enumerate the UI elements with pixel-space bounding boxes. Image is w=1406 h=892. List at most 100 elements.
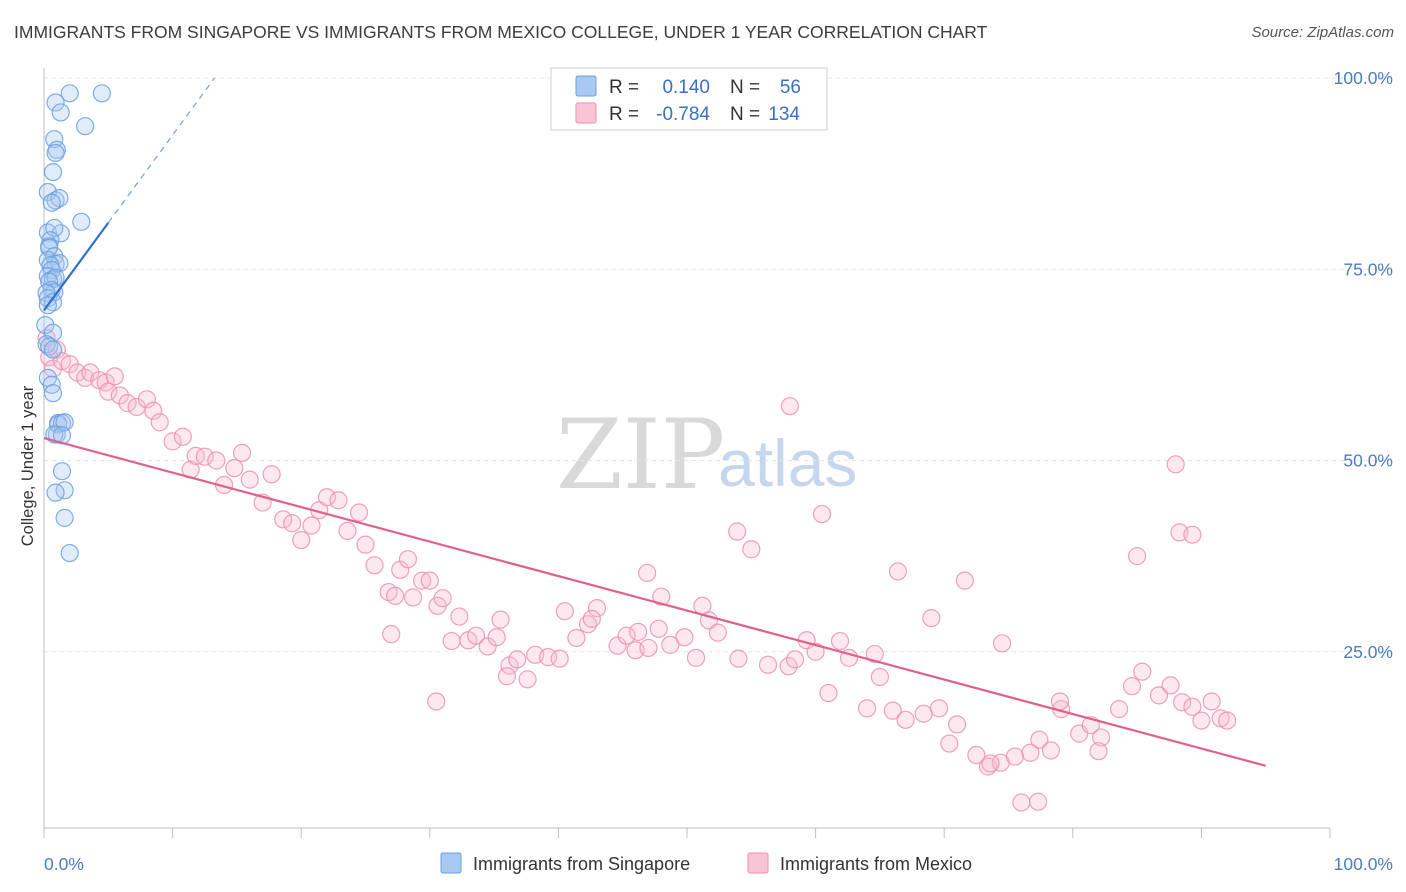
mexico-point [338, 521, 357, 540]
singapore-trend-extension [107, 77, 216, 224]
mexico-point [491, 610, 510, 629]
mexico-point [617, 626, 636, 645]
bottom-legend-label-mexico: Immigrants from Mexico [780, 854, 972, 874]
mexico-point [929, 699, 949, 718]
mexico-point [207, 451, 226, 470]
singapore-point [51, 103, 70, 122]
mexico-point [427, 692, 446, 711]
mexico-point [398, 550, 418, 569]
mexico-point [686, 648, 706, 667]
chart-title: IMMIGRANTS FROM SINGAPORE VS IMMIGRANTS … [14, 22, 988, 42]
mexico-point [1005, 747, 1025, 766]
mexico-point [1173, 693, 1192, 712]
mexico-point [1166, 455, 1185, 474]
mexico-point [888, 562, 908, 581]
mexico-point [144, 401, 163, 420]
mexico-point [638, 563, 657, 583]
mexico-point [758, 655, 778, 674]
legend-r-value-mexico: -0.784 [656, 104, 710, 125]
mexico-point [329, 491, 348, 510]
mexico-point [587, 599, 607, 618]
mexico-point [785, 650, 805, 669]
singapore-point [76, 117, 95, 136]
mexico-point [780, 397, 799, 416]
legend-swatch-mexico [575, 102, 597, 124]
mexico-point [661, 635, 680, 654]
bottom-legend-swatch-singapore [440, 852, 462, 874]
legend-n-value-mexico: 134 [768, 104, 800, 125]
mexico-point [118, 394, 137, 413]
mexico-point [629, 622, 648, 641]
mexico-point [385, 586, 405, 606]
mexico-point [302, 516, 321, 535]
gridlines [44, 77, 1393, 653]
mexico-point [1161, 676, 1180, 695]
mexico-point [433, 589, 452, 608]
singapore-point [52, 462, 72, 481]
legend-swatch-singapore [575, 75, 597, 97]
legend-box: R = 0.140 N = 56 R = -0.784 N = 134 [550, 67, 828, 131]
mexico-point [981, 754, 1000, 773]
watermark-atlas: atlas [718, 426, 857, 500]
mexico-point [317, 488, 337, 507]
mexico-point [99, 382, 118, 401]
x-tick-label-min: 0.0% [44, 854, 84, 874]
mexico-trend-line [43, 437, 1266, 767]
singapore-point [45, 130, 64, 149]
y-tick-label: 100.0% [1334, 68, 1393, 88]
mexico-point [110, 386, 129, 405]
singapore-point [46, 93, 65, 112]
mexico-point [1050, 692, 1070, 711]
mexico-point [857, 699, 877, 718]
legend-r-value-singapore: 0.140 [662, 77, 710, 98]
singapore-point [46, 483, 65, 502]
mexico-point [1012, 793, 1031, 812]
mexico-point [914, 704, 933, 723]
mexico-point [1218, 711, 1237, 730]
mexico-point [1109, 700, 1129, 719]
mexico-point [967, 745, 986, 765]
mexico-point [742, 540, 761, 559]
mexico-point [567, 628, 586, 648]
mexico-point [1030, 730, 1049, 749]
bottom-legend-swatch-mexico [747, 852, 769, 874]
mexico-point [779, 657, 798, 676]
mexico-point [442, 631, 461, 651]
mexico-point [1091, 728, 1111, 747]
singapore-point [55, 508, 74, 527]
mexico-point [1028, 792, 1048, 811]
mexico-point [240, 470, 259, 489]
mexico-point [812, 504, 832, 524]
singapore-point [43, 162, 63, 182]
mexico-point [450, 607, 469, 626]
mexico-point [1127, 547, 1147, 566]
watermark-zip: ZIP [556, 399, 725, 511]
mexico-point [1122, 677, 1142, 696]
singapore-point [60, 84, 79, 103]
singapore-trend-line [43, 222, 110, 312]
mexico-point [1021, 743, 1040, 762]
singapore-point [47, 140, 66, 160]
mexico-point [582, 609, 601, 628]
mexico-point [992, 634, 1012, 653]
y-tick-labels: 25.0% 50.0% 75.0% 100.0% [1334, 68, 1393, 662]
mexico-point [76, 368, 95, 387]
mexico-point [550, 649, 569, 668]
mexico-point [487, 628, 506, 647]
mexico-point [274, 510, 293, 529]
mexico-point [865, 644, 884, 664]
mexico-point [356, 535, 375, 554]
mexico-point [173, 427, 192, 446]
mexico-point [729, 649, 748, 668]
legend-r-label-singapore: R = [609, 77, 639, 98]
y-tick-label: 75.0% [1343, 259, 1393, 279]
mexico-point [292, 530, 311, 550]
mexico-point [639, 638, 658, 658]
mexico-point [652, 587, 671, 606]
mexico-point [195, 447, 214, 466]
mexico-point [693, 596, 712, 615]
mexico-point [262, 465, 281, 484]
mexico-point [105, 367, 124, 386]
mexico-point [1202, 692, 1221, 711]
mexico-point [1192, 711, 1211, 730]
